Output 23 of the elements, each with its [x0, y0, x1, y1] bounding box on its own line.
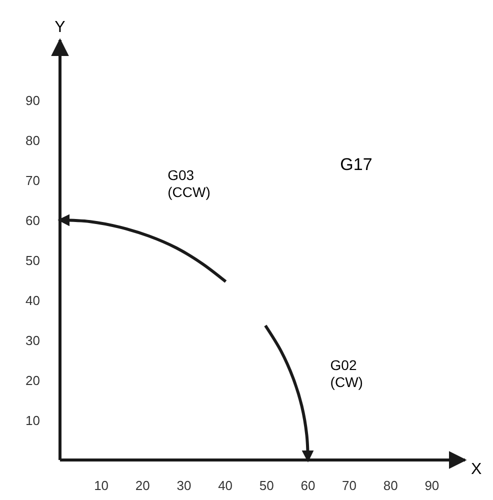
x-axis-title: X — [471, 461, 482, 478]
y-tick-label: 50 — [26, 253, 40, 268]
x-tick-label: 90 — [424, 478, 440, 493]
x-tick-label: 30 — [176, 478, 192, 493]
x-tick-label: 60 — [300, 478, 316, 493]
y-tick-label: 80 — [26, 133, 40, 148]
y-tick-label: 70 — [26, 173, 40, 188]
annotation: G17 — [340, 155, 372, 174]
x-tick-label: 80 — [383, 478, 398, 493]
x-tick-label: 70 — [342, 478, 357, 493]
y-tick-label: 20 — [26, 373, 40, 388]
y-tick-label: 40 — [26, 293, 40, 308]
y-tick-label: 30 — [26, 333, 40, 348]
x-tick-label: 40 — [218, 478, 233, 493]
x-tick-label: 50 — [259, 478, 274, 493]
y-tick-label: 60 — [26, 213, 40, 228]
annotation: G03 (CCW) — [168, 167, 210, 200]
y-axis-title: Y — [54, 19, 66, 36]
annotation: G02 (CW) — [330, 357, 363, 390]
x-tick-label: 20 — [135, 478, 150, 493]
y-tick-label: 10 — [26, 413, 40, 428]
y-tick-label: 90 — [26, 93, 40, 108]
x-tick-label: 10 — [94, 478, 109, 493]
